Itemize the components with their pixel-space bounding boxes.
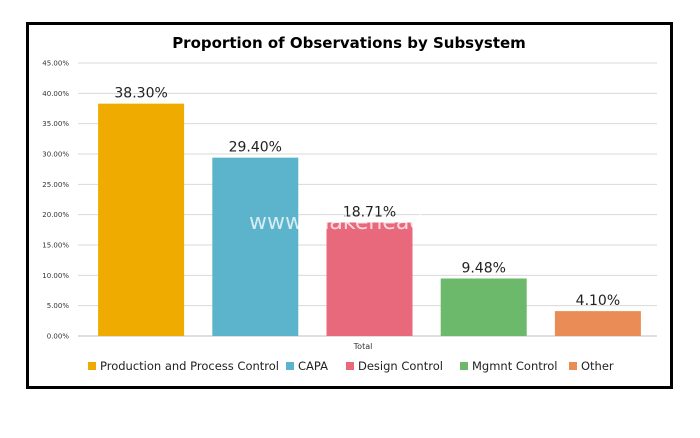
y-tick-label: 15.00%	[42, 242, 69, 250]
x-category-label: Total	[353, 342, 373, 351]
data-label: 38.30%	[114, 86, 167, 102]
y-tick-label: 40.00%	[42, 90, 69, 98]
legend-swatch	[286, 362, 294, 370]
legend-label: Design Control	[358, 359, 443, 373]
legend: Production and Process Control CAPA Design…	[88, 359, 614, 373]
y-tick-label: 5.00%	[47, 302, 70, 310]
y-tick-label: 45.00%	[42, 60, 69, 68]
watermark: www.makeheadway.com	[249, 210, 519, 235]
y-tick-label: 25.00%	[42, 181, 69, 189]
bar	[212, 157, 299, 336]
legend-label: Mgmnt Control	[472, 359, 557, 373]
y-tick-label: 30.00%	[42, 151, 69, 159]
data-label: 9.48%	[461, 260, 505, 276]
bar	[326, 222, 413, 336]
y-tick-label: 10.00%	[42, 272, 69, 280]
legend-swatch	[460, 362, 468, 370]
data-labels: 38.30% 29.40% 18.71% 9.48% 4.10%	[114, 86, 620, 309]
legend-swatch	[346, 362, 354, 370]
bar	[98, 103, 185, 336]
legend-label: Production and Process Control	[100, 359, 279, 373]
y-tick-label: 20.00%	[42, 211, 69, 219]
bar	[554, 311, 641, 336]
chart-frame: Proportion of Observations by Subsystem …	[26, 22, 673, 389]
bar	[440, 278, 527, 336]
legend-swatch	[88, 362, 96, 370]
y-tick-label: 35.00%	[42, 120, 69, 128]
legend-label: Other	[581, 359, 614, 373]
data-label: 4.10%	[576, 293, 620, 309]
bar-chart: Proportion of Observations by Subsystem …	[42, 34, 657, 373]
chart-title: Proportion of Observations by Subsystem	[172, 34, 526, 52]
bars	[98, 103, 641, 336]
data-label: 29.40%	[229, 140, 282, 156]
data-label: 18.71%	[343, 204, 396, 220]
legend-label: CAPA	[298, 359, 328, 373]
legend-swatch	[569, 362, 577, 370]
y-axis-ticks: 0.00% 5.00% 10.00% 15.00% 20.00% 25.00% 30.00%…	[42, 60, 69, 341]
y-tick-label: 0.00%	[47, 333, 70, 341]
